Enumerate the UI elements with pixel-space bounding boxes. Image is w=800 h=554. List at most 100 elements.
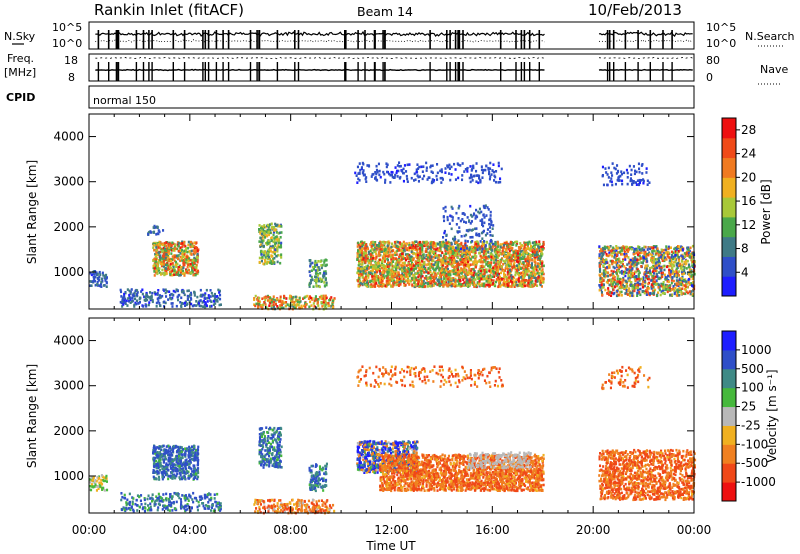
range-gate-cell	[414, 240, 417, 244]
range-gate-cell	[426, 268, 429, 272]
range-gate-cell	[389, 278, 392, 282]
range-gate-cell	[377, 265, 380, 268]
range-gate-cell	[517, 260, 520, 264]
range-gate-cell	[485, 283, 488, 287]
range-gate-cell	[672, 285, 675, 288]
range-gate-cell	[404, 256, 407, 260]
range-gate-cell	[173, 249, 176, 252]
range-gate-cell	[483, 221, 486, 225]
range-gate-cell	[173, 255, 176, 258]
range-gate-cell	[466, 167, 469, 171]
range-gate-cell	[418, 267, 421, 270]
range-gate-cell	[153, 244, 156, 247]
range-gate-cell	[199, 299, 202, 302]
range-gate-cell	[539, 283, 542, 287]
range-gate-cell	[440, 181, 443, 184]
range-gate-cell	[492, 255, 495, 258]
range-gate-cell	[265, 262, 268, 265]
range-gate-cell	[149, 297, 152, 300]
range-gate-cell	[263, 225, 266, 229]
range-gate-cell	[210, 300, 213, 303]
range-gate-cell	[215, 299, 218, 302]
range-gate-cell	[398, 245, 401, 249]
nsearch-trace	[95, 39, 693, 43]
range-gate-cell	[438, 276, 441, 279]
range-gate-cell	[526, 265, 529, 269]
range-gate-cell	[263, 296, 266, 299]
range-gate-cell	[307, 297, 310, 300]
range-gate-cell	[466, 252, 469, 256]
nave-label: Nave	[760, 63, 788, 76]
range-gate-cell	[198, 301, 201, 305]
range-gate-cell	[209, 299, 212, 302]
range-gate-cell	[528, 276, 531, 279]
range-gate-cell	[260, 225, 263, 228]
range-gate-cell	[414, 267, 417, 270]
range-gate-cell	[443, 243, 446, 247]
range-gate-cell	[373, 278, 376, 282]
range-gate-cell	[470, 245, 473, 249]
range-gate-cell	[410, 249, 413, 252]
range-gate-cell	[478, 277, 481, 280]
range-gate-cell	[372, 276, 375, 280]
range-gate-cell	[487, 168, 490, 171]
range-gate-cell	[164, 263, 167, 267]
range-gate-cell	[469, 222, 472, 225]
range-gate-cell	[167, 253, 170, 257]
range-gate-cell	[515, 264, 518, 267]
range-gate-cell	[285, 304, 288, 308]
range-gate-cell	[121, 305, 124, 308]
range-gate-cell	[122, 303, 125, 306]
range-gate-cell	[273, 229, 276, 232]
range-gate-cell	[415, 171, 418, 174]
range-gate-cell	[179, 249, 182, 253]
range-gate-cell	[359, 243, 362, 246]
range-gate-cell	[263, 231, 266, 234]
range-gate-cell	[162, 229, 165, 232]
range-gate-cell	[483, 216, 486, 219]
range-gate-cell	[498, 275, 501, 279]
range-gate-cell	[443, 245, 446, 248]
range-gate-cell	[384, 267, 387, 270]
range-gate-cell	[267, 299, 270, 302]
range-gate-cell	[169, 271, 172, 274]
range-gate-cell	[323, 271, 326, 275]
range-gate-cell	[417, 180, 420, 183]
range-gate-cell	[472, 213, 475, 217]
range-gate-cell	[450, 165, 453, 169]
range-gate-cell	[449, 283, 452, 287]
range-gate-cell	[478, 251, 481, 255]
range-gate-cell	[475, 255, 478, 258]
range-gate-cell	[441, 267, 444, 270]
range-gate-cell	[104, 279, 107, 282]
range-gate-cell	[479, 260, 482, 264]
range-gate-cell	[362, 270, 365, 273]
range-gate-cell	[536, 255, 539, 259]
range-gate-cell	[370, 266, 373, 269]
range-gate-cell	[379, 272, 382, 275]
range-gate-cell	[359, 258, 362, 262]
range-gate-cell	[463, 251, 466, 254]
range-gate-cell	[488, 172, 491, 176]
range-gate-cell	[381, 249, 384, 252]
range-gate-cell	[524, 258, 527, 261]
range-gate-cell	[324, 300, 327, 303]
range-gate-cell	[170, 244, 173, 247]
range-gate-cell	[666, 285, 669, 288]
range-gate-cell	[165, 295, 168, 298]
range-gate-cell	[97, 277, 100, 280]
range-gate-cell	[455, 246, 458, 250]
range-gate-cell	[520, 271, 523, 275]
range-gate-cell	[154, 260, 157, 263]
range-gate-cell	[393, 251, 396, 255]
range-gate-cell	[141, 288, 144, 292]
range-gate-cell	[431, 276, 434, 279]
range-gate-cell	[178, 274, 181, 277]
range-gate-cell	[433, 244, 436, 248]
range-gate-cell	[386, 163, 389, 167]
range-gate-cell	[430, 242, 433, 246]
range-gate-cell	[451, 264, 454, 268]
range-gate-cell	[401, 244, 404, 248]
range-gate-cell	[417, 259, 420, 262]
range-gate-cell	[162, 288, 165, 291]
